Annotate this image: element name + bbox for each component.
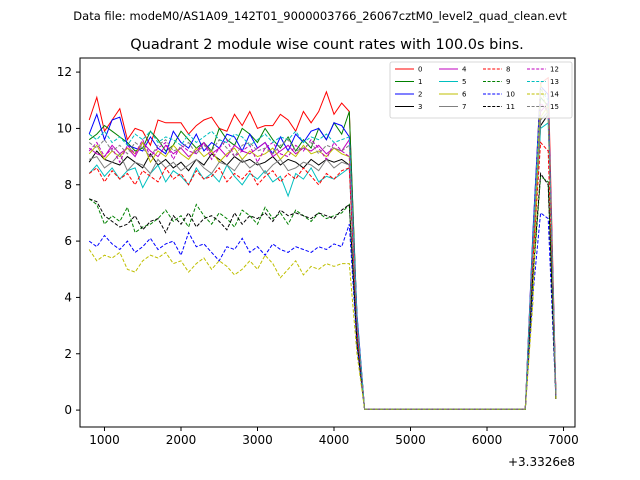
x-tick-label: 3000 <box>242 433 273 447</box>
series-line-12 <box>88 101 557 410</box>
legend-label-6: 6 <box>462 91 467 99</box>
y-tick-label: 6 <box>64 234 72 248</box>
legend-label-15: 15 <box>550 103 559 111</box>
x-axis: 1000 2000 3000 4000 5000 6000 7000 <box>89 427 579 447</box>
y-axis: 0 2 4 6 8 10 12 <box>57 65 80 417</box>
legend-label-8: 8 <box>506 66 510 74</box>
series-line-10 <box>88 211 557 410</box>
legend-label-12: 12 <box>550 66 559 74</box>
legend-label-5: 5 <box>462 78 466 86</box>
legend-label-3: 3 <box>418 103 422 111</box>
legend-label-11: 11 <box>506 103 515 111</box>
legend-label-0: 0 <box>418 66 422 74</box>
y-tick-label: 2 <box>64 347 72 361</box>
y-tick-label: 8 <box>64 178 72 192</box>
legend-label-14: 14 <box>550 91 559 99</box>
legend-label-7: 7 <box>462 103 466 111</box>
legend-label-4: 4 <box>462 66 467 74</box>
series-line-15 <box>88 105 557 410</box>
y-tick-label: 10 <box>57 121 72 135</box>
legend-label-1: 1 <box>418 78 422 86</box>
y-tick-label: 12 <box>57 65 72 79</box>
legend-label-13: 13 <box>550 78 559 86</box>
x-tick-label: 4000 <box>319 433 350 447</box>
legend-label-9: 9 <box>506 78 510 86</box>
legend-label-2: 2 <box>418 91 422 99</box>
legend-box <box>389 61 573 119</box>
x-tick-label: 2000 <box>166 433 197 447</box>
y-tick-label: 0 <box>64 403 72 417</box>
x-tick-label: 5000 <box>395 433 426 447</box>
chart-title: Quadrant 2 module wise count rates with … <box>130 37 524 53</box>
y-tick-label: 4 <box>64 290 72 304</box>
x-tick-label: 7000 <box>548 433 579 447</box>
x-tick-label: 1000 <box>89 433 120 447</box>
legend-label-10: 10 <box>506 91 515 99</box>
plot-area-frame <box>79 57 576 428</box>
x-tick-label: 6000 <box>472 433 503 447</box>
plot-lines <box>88 76 557 410</box>
figure-suptitle: Data file: modeM0/AS1A09_142T01_90000037… <box>73 9 567 23</box>
x-offset-label: +3.3326e8 <box>508 455 575 469</box>
